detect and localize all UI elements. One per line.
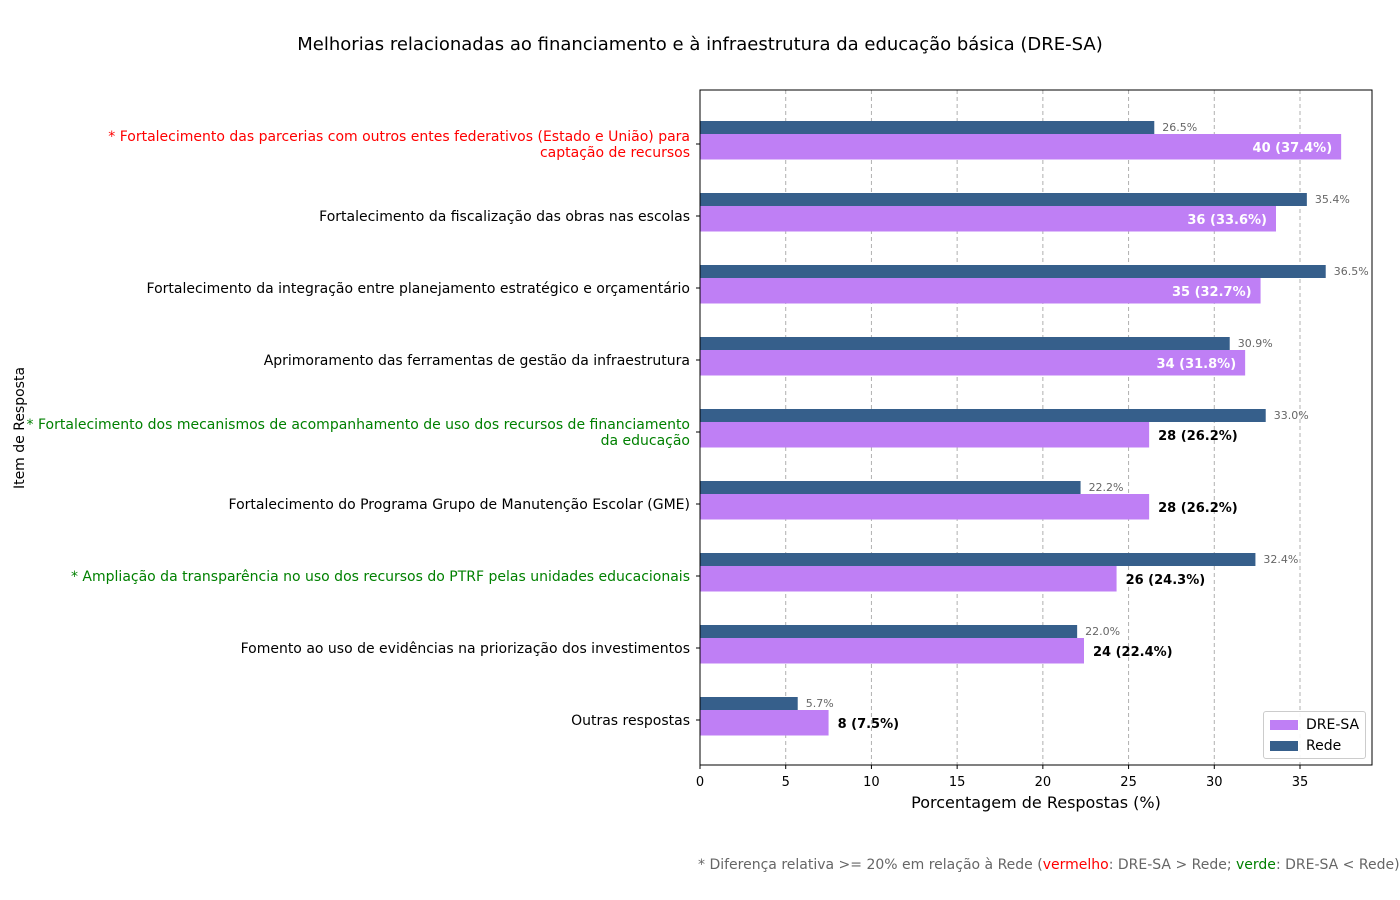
- bar-label-rede: 32.4%: [1263, 553, 1298, 566]
- bar-label-dre-sa: 8 (7.5%): [838, 717, 900, 732]
- bar-rede: [700, 481, 1081, 494]
- category-label: * Ampliação da transparência no uso dos …: [71, 569, 690, 585]
- bar-dre-sa: [700, 278, 1261, 304]
- legend-swatch-rede: [1270, 741, 1298, 751]
- footnote-suffix: : DRE-SA < Rede): [1275, 857, 1400, 873]
- x-tick-label: 30: [1206, 775, 1223, 790]
- bar-label-rede: 35.4%: [1315, 193, 1350, 206]
- footnote-prefix: * Diferença relativa >= 20% em relação à…: [698, 857, 1043, 873]
- x-tick-label: 20: [1035, 775, 1052, 790]
- bar-label-rede: 33.0%: [1274, 409, 1309, 422]
- bar-label-dre-sa: 26 (24.3%): [1126, 573, 1206, 588]
- legend-label-rede: Rede: [1306, 738, 1342, 754]
- legend-item-rede: Rede: [1270, 737, 1341, 755]
- x-tick-label: 10: [863, 775, 880, 790]
- category-label: Fomento ao uso de evidências na prioriza…: [241, 641, 690, 657]
- category-label: Fortalecimento da fiscalização das obras…: [319, 209, 690, 225]
- category-label: Aprimoramento das ferramentas de gestão …: [264, 353, 690, 369]
- bar-label-rede: 36.5%: [1334, 265, 1369, 278]
- bar-label-rede: 30.9%: [1238, 337, 1273, 350]
- x-tick-label: 5: [782, 775, 790, 790]
- footnote-red-word: vermelho: [1042, 857, 1109, 873]
- footnote-green-word: verde: [1236, 857, 1276, 873]
- bar-rede: [700, 697, 798, 710]
- x-tick-label: 35: [1292, 775, 1309, 790]
- bar-label-dre-sa: 36 (33.6%): [1187, 213, 1267, 228]
- bar-label-dre-sa: 35 (32.7%): [1172, 285, 1252, 300]
- x-axis-label: Porcentagem de Respostas (%): [911, 793, 1161, 812]
- bar-rede: [700, 625, 1078, 638]
- x-tick-label: 0: [696, 775, 704, 790]
- bar-label-dre-sa: 28 (26.2%): [1158, 501, 1238, 516]
- category-label: * Fortalecimento dos mecanismos de acomp…: [27, 417, 690, 433]
- bar-dre-sa: [700, 494, 1150, 520]
- y-axis-label: Item de Resposta: [12, 367, 28, 489]
- category-label: * Fortalecimento das parcerias com outro…: [108, 129, 690, 145]
- legend-swatch-dre-sa: [1270, 720, 1298, 730]
- bar-dre-sa: [700, 350, 1246, 376]
- bar-label-dre-sa: 24 (22.4%): [1093, 645, 1173, 660]
- bar-label-rede: 22.0%: [1085, 625, 1120, 638]
- category-label: Fortalecimento da integração entre plane…: [147, 281, 690, 297]
- bar-dre-sa: [700, 206, 1276, 232]
- bar-dre-sa: [700, 566, 1117, 592]
- x-tick-label: 25: [1120, 775, 1137, 790]
- bars: 26.5% 40 (37.4%) 35.4% 36 (33.6%) 36.5% 35 (3…: [700, 121, 1369, 736]
- bar-rede: [700, 337, 1230, 350]
- bar-label-dre-sa: 28 (26.2%): [1158, 429, 1238, 444]
- x-axis-ticks: 0 5 10 15 20 25 30 35: [696, 765, 1308, 790]
- bar-label-rede: 26.5%: [1162, 121, 1197, 134]
- bar-dre-sa: [700, 638, 1084, 664]
- bar-rede: [700, 553, 1256, 566]
- bar-rede: [700, 409, 1266, 422]
- bar-dre-sa: [700, 710, 829, 736]
- legend-item-dre-sa: DRE-SA: [1270, 716, 1359, 734]
- bar-dre-sa: [700, 422, 1150, 448]
- bar-rede: [700, 265, 1326, 278]
- footnote: * Diferença relativa >= 20% em relação à…: [698, 857, 1400, 873]
- category-label: Outras respostas: [571, 713, 690, 729]
- chart-title: Melhorias relacionadas ao financiamento …: [297, 34, 1103, 55]
- plot-frame: [699, 89, 1373, 766]
- category-label: captação de recursos: [540, 145, 690, 161]
- category-label: Fortalecimento do Programa Grupo de Manu…: [229, 497, 690, 513]
- category-label: da educação: [601, 433, 690, 449]
- legend: DRE-SA Rede: [1263, 711, 1366, 759]
- bar-rede: [700, 121, 1155, 134]
- bar-label-rede: 22.2%: [1089, 481, 1124, 494]
- bar-label-dre-sa: 40 (37.4%): [1253, 141, 1333, 156]
- legend-label-dre-sa: DRE-SA: [1306, 717, 1360, 733]
- bar-label-dre-sa: 34 (31.8%): [1157, 357, 1237, 372]
- bar-label-rede: 5.7%: [806, 697, 834, 710]
- bar-rede: [700, 193, 1307, 206]
- bar-dre-sa: [700, 134, 1342, 160]
- footnote-middle: : DRE-SA > Rede;: [1108, 857, 1237, 873]
- y-axis-category-labels: * Fortalecimento das parcerias com outro…: [27, 129, 700, 729]
- x-tick-label: 15: [949, 775, 966, 790]
